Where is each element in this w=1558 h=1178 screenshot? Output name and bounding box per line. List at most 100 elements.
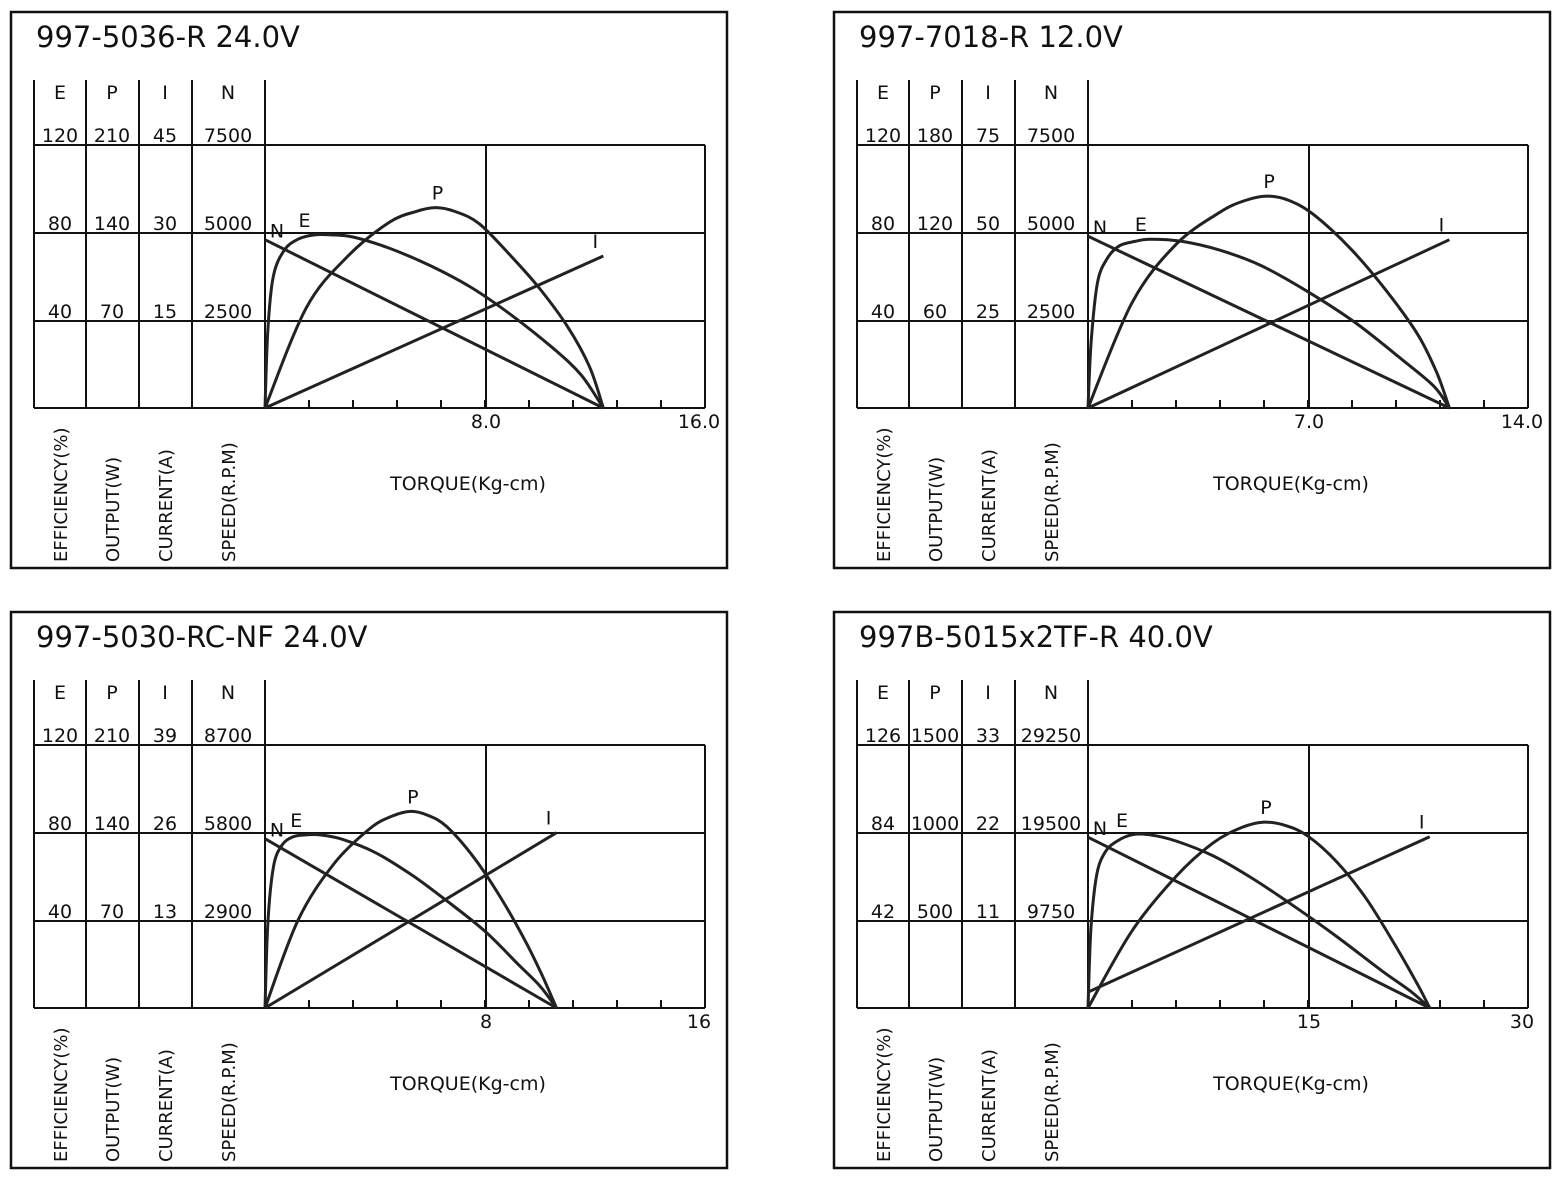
scale-tick-label: 70 xyxy=(100,901,124,923)
scale-tick-label: 120 xyxy=(917,213,953,235)
series-line-n xyxy=(1087,835,1431,1010)
scale-axis-label: EFFICIENCY(%) xyxy=(874,428,895,563)
scale-tick-label: 126 xyxy=(865,725,901,747)
scale-axis-label: EFFICIENCY(%) xyxy=(51,428,72,563)
scale-tick-label: 2900 xyxy=(204,901,252,923)
series-line-e xyxy=(1086,237,1451,409)
scale-tick-label: 25 xyxy=(976,301,1000,323)
scale-tick-label: 140 xyxy=(94,213,130,235)
scale-tick-label: 7500 xyxy=(204,125,252,147)
scale-axis-label: OUTPUT(W) xyxy=(103,1057,124,1162)
scale-tick-label: 7500 xyxy=(1027,125,1075,147)
scale-letter: I xyxy=(162,682,168,704)
x-tick-label: 16 xyxy=(687,1011,711,1033)
x-tick-label: 8.0 xyxy=(471,411,501,433)
series-label: N xyxy=(1093,217,1107,239)
series-line-n xyxy=(264,238,604,410)
series-line-i xyxy=(1087,835,1431,994)
scale-tick-label: 210 xyxy=(94,125,130,147)
chart-frame xyxy=(9,10,729,570)
scale-tick-label: 33 xyxy=(976,725,1000,747)
x-axis-title: TORQUE(Kg-cm) xyxy=(389,1073,546,1095)
series-line-n xyxy=(264,837,558,1010)
x-axis-title: TORQUE(Kg-cm) xyxy=(389,473,546,495)
chart-title: 997-5036-R 24.0V xyxy=(36,20,300,54)
series-label: N xyxy=(270,221,284,243)
series-label: E xyxy=(1135,214,1147,236)
scale-tick-label: 180 xyxy=(917,125,953,147)
scale-tick-label: 60 xyxy=(923,301,947,323)
scale-letter: P xyxy=(929,682,940,704)
scale-tick-label: 140 xyxy=(94,813,130,835)
series-label: N xyxy=(1093,818,1107,840)
scale-letter: P xyxy=(106,682,117,704)
series-line-e xyxy=(263,832,558,1009)
x-tick-label: 30 xyxy=(1510,1011,1534,1033)
scale-tick-label: 50 xyxy=(976,213,1000,235)
chart-frame xyxy=(9,610,729,1170)
scale-axis-label: EFFICIENCY(%) xyxy=(51,1028,72,1163)
scale-axis-label: SPEED(R.P.M) xyxy=(219,442,240,562)
scale-axis-label: SPEED(R.P.M) xyxy=(1042,442,1063,562)
scale-tick-label: 40 xyxy=(871,301,895,323)
scale-letter: E xyxy=(54,682,66,704)
scale-tick-label: 2500 xyxy=(204,301,252,323)
scale-tick-label: 1500 xyxy=(911,725,959,747)
scale-tick-label: 80 xyxy=(48,813,72,835)
series-line-i xyxy=(1087,238,1451,410)
scale-tick-label: 2500 xyxy=(1027,301,1075,323)
scale-tick-label: 13 xyxy=(153,901,177,923)
scale-tick-label: 22 xyxy=(976,813,1000,835)
scale-tick-label: 120 xyxy=(42,725,78,747)
scale-tick-label: 75 xyxy=(976,125,1000,147)
series-line-p xyxy=(1086,194,1451,409)
series-label: P xyxy=(432,183,443,205)
scale-tick-label: 80 xyxy=(48,213,72,235)
scale-tick-label: 11 xyxy=(976,901,1000,923)
series-line-e xyxy=(263,232,605,409)
scale-tick-label: 5000 xyxy=(204,213,252,235)
scale-letter: N xyxy=(221,82,235,104)
scale-axis-label: CURRENT(A) xyxy=(156,449,177,562)
scale-tick-label: 210 xyxy=(94,725,130,747)
x-tick-label: 16.0 xyxy=(678,411,720,433)
scale-letter: N xyxy=(221,682,235,704)
series-line-i xyxy=(264,831,558,1010)
series-line-e xyxy=(1086,832,1431,1010)
series-label: I xyxy=(1439,215,1445,237)
scale-tick-label: 30 xyxy=(153,213,177,235)
scale-tick-label: 5800 xyxy=(204,813,252,835)
series-label: E xyxy=(1116,810,1128,832)
chart-panel: 997B-5015x2TF-R 40.0V E 126 84 42 EFFICIENCY(… xyxy=(832,610,1552,1170)
chart-panel: 997-5030-RC-NF 24.0V E 120 80 40 EFFICIENCY(%… xyxy=(9,610,729,1170)
chart-frame xyxy=(832,610,1552,1170)
scale-tick-label: 45 xyxy=(153,125,177,147)
scale-tick-label: 9750 xyxy=(1027,901,1075,923)
x-tick-label: 7.0 xyxy=(1294,411,1324,433)
scale-tick-label: 120 xyxy=(42,125,78,147)
series-line-p xyxy=(263,206,605,409)
scale-tick-label: 39 xyxy=(153,725,177,747)
x-axis-title: TORQUE(Kg-cm) xyxy=(1212,473,1369,495)
scale-tick-label: 42 xyxy=(871,901,895,923)
series-label: N xyxy=(270,820,284,842)
scale-letter: P xyxy=(106,82,117,104)
series-label: I xyxy=(592,231,598,253)
scale-letter: I xyxy=(985,82,991,104)
scale-tick-label: 1000 xyxy=(911,813,959,835)
chart-panel: 997-5036-R 24.0V E 120 80 40 EFFICIENCY(%) P 21… xyxy=(9,10,729,570)
scale-axis-label: OUTPUT(W) xyxy=(926,457,947,562)
scale-axis-label: OUTPUT(W) xyxy=(103,457,124,562)
scale-letter: N xyxy=(1044,82,1058,104)
scale-axis-label: SPEED(R.P.M) xyxy=(1042,1042,1063,1162)
scale-letter: P xyxy=(929,82,940,104)
series-label: I xyxy=(546,808,552,830)
series-label: E xyxy=(298,210,310,232)
series-label: E xyxy=(290,810,302,832)
scale-axis-label: SPEED(R.P.M) xyxy=(219,1042,240,1162)
scale-tick-label: 80 xyxy=(871,213,895,235)
scale-tick-label: 84 xyxy=(871,813,895,835)
scale-tick-label: 8700 xyxy=(204,725,252,747)
x-tick-label: 14.0 xyxy=(1501,411,1543,433)
